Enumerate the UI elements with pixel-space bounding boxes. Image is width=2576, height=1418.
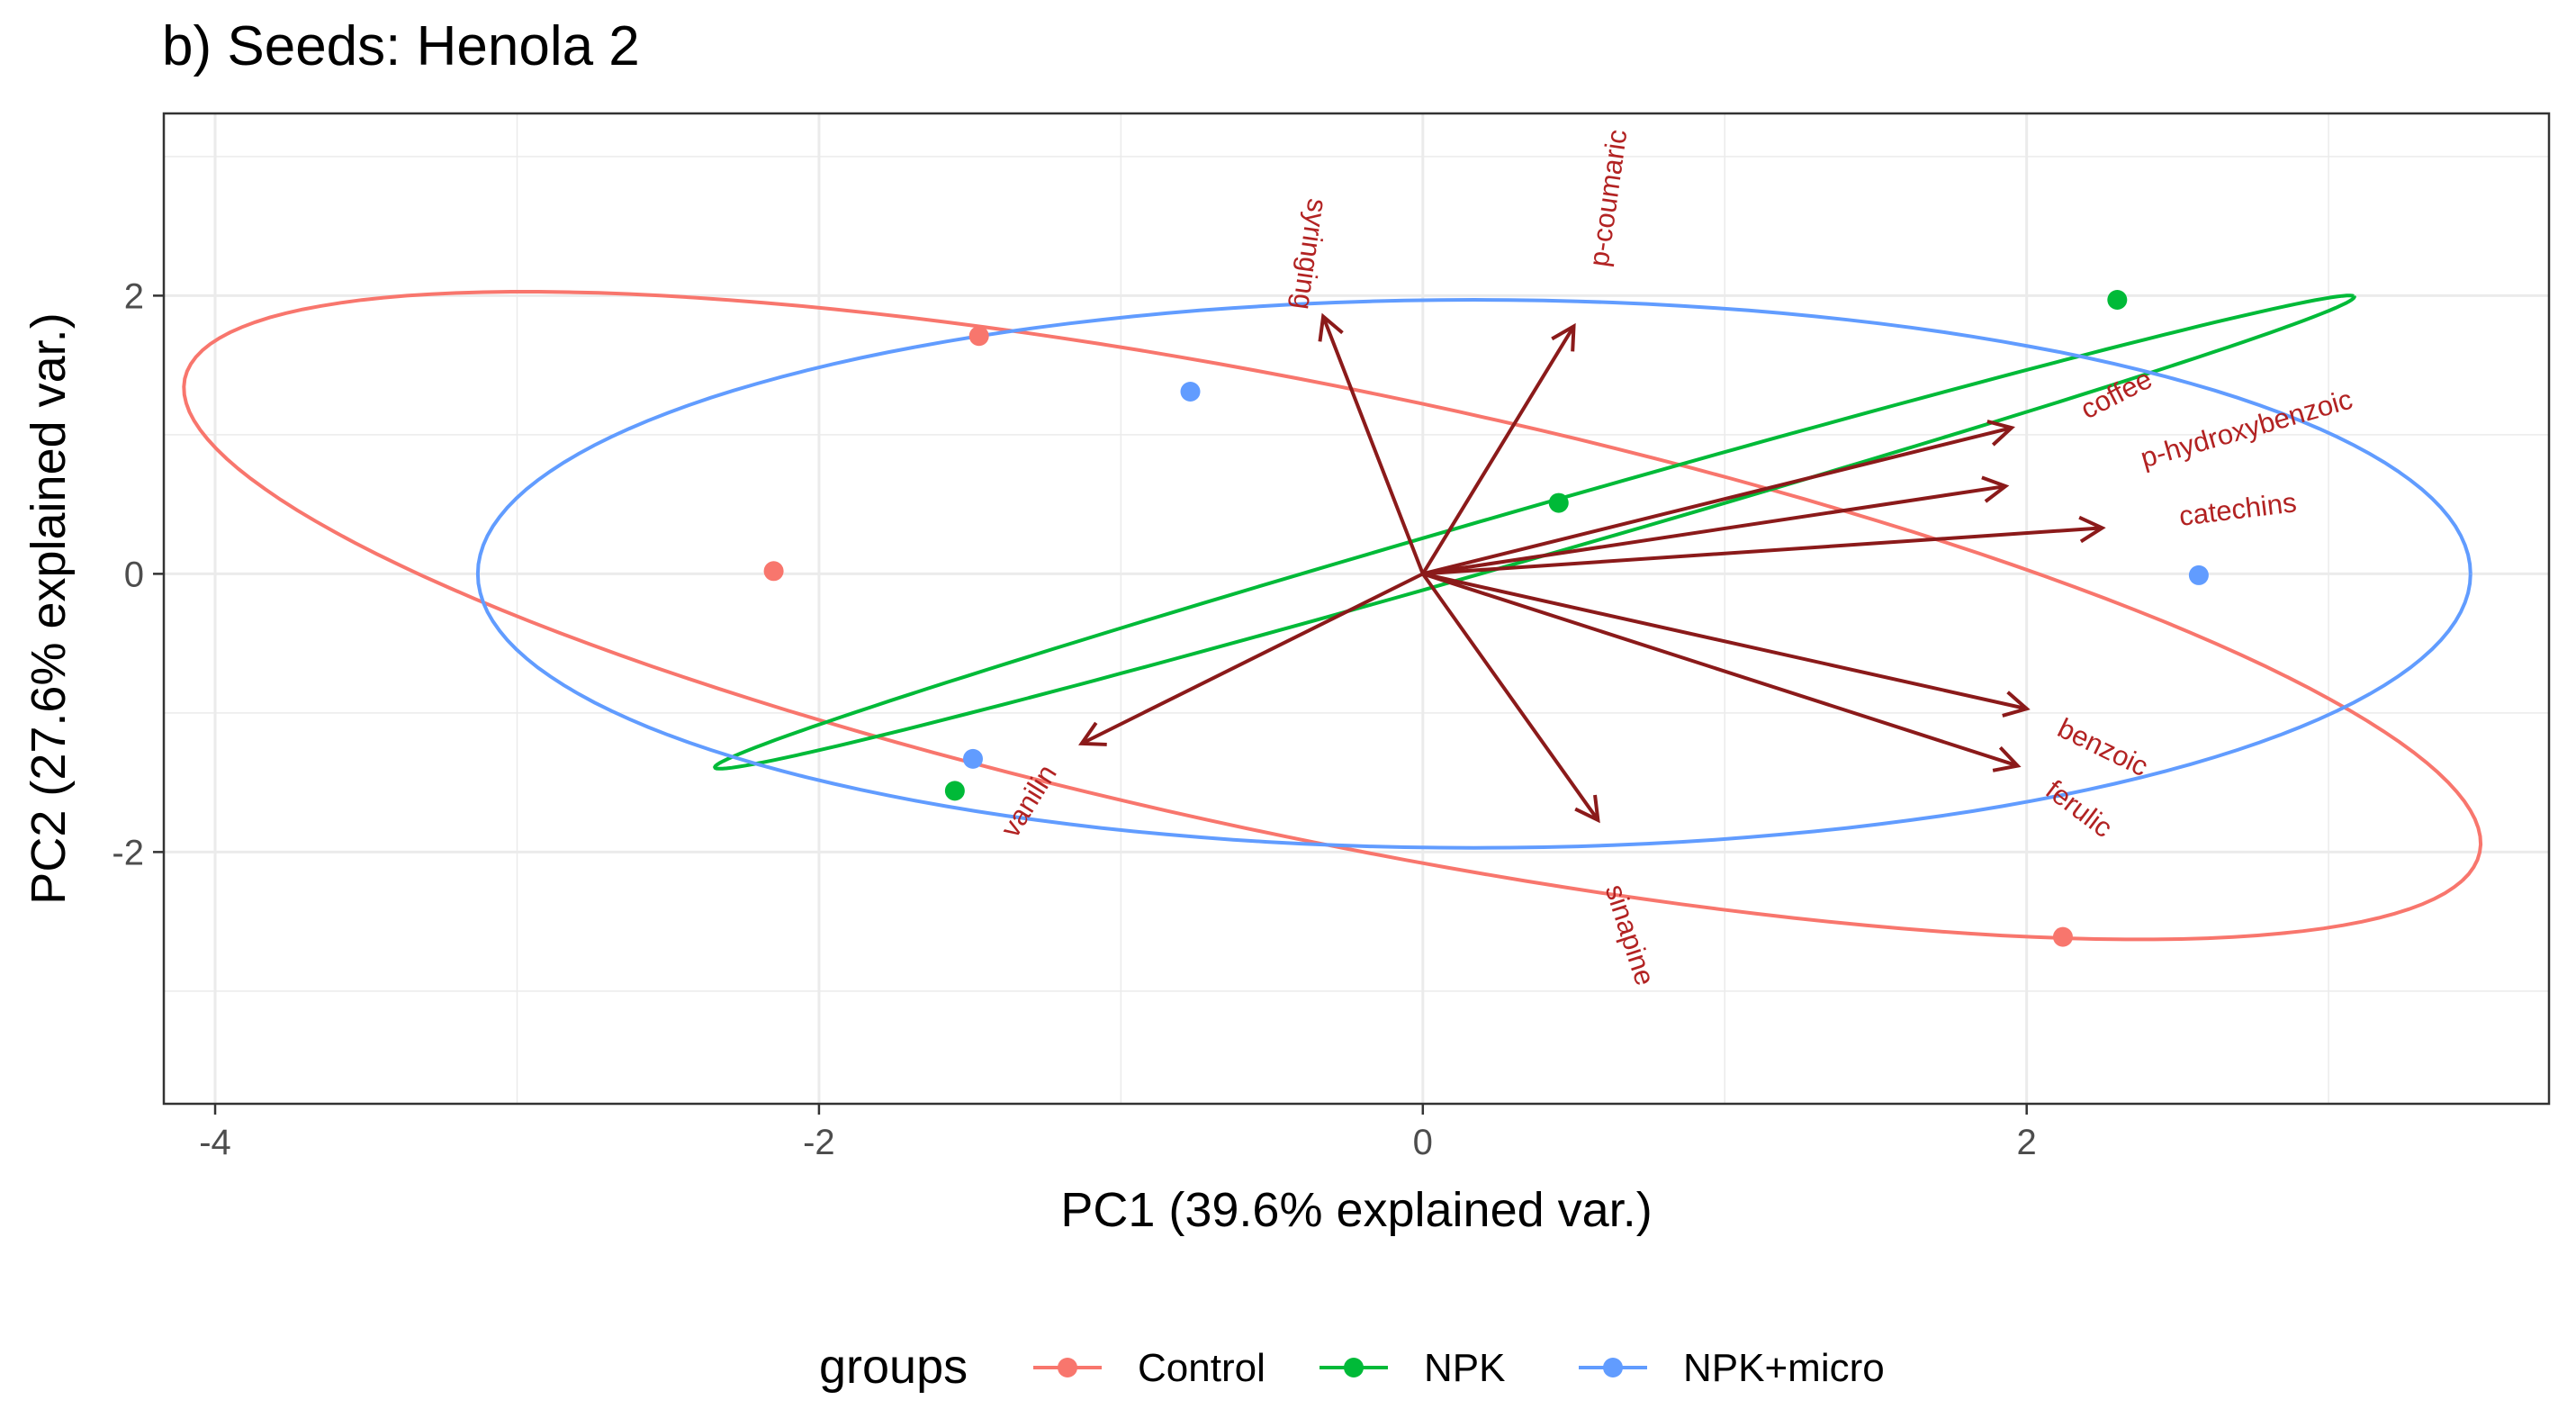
arrow-shaft (1421, 573, 1599, 821)
point-npk (1548, 492, 1569, 513)
panel-border (162, 112, 2551, 1106)
ellipse-npk (712, 294, 2357, 771)
loading-arrows (1078, 312, 2106, 824)
legend-label: NPK+micro (1683, 1346, 1885, 1390)
arrow-shaft (1321, 315, 1425, 575)
arrow-benzoic (1422, 572, 2031, 718)
arrow-head (1981, 475, 2010, 503)
arrow-shaft (1422, 426, 2013, 576)
arrow-head (1992, 745, 2022, 772)
grid-lines (164, 113, 2549, 1104)
point-control (763, 561, 784, 582)
arrow-syringing (1318, 312, 1425, 575)
x-tick-label: 0 (1413, 1123, 1433, 1162)
point-control (2052, 926, 2073, 947)
arrow-shaft (1422, 526, 2103, 576)
point-npk (944, 781, 965, 801)
arrow-sinapine (1421, 573, 1600, 824)
legend-title: groups (819, 1340, 968, 1394)
arrow-p-hydroxybenzoic (1422, 475, 2010, 576)
chart-title: b) Seeds: Henola 2 (162, 15, 640, 77)
x-tick-label: 2 (2017, 1123, 2037, 1162)
x-tick-label: -2 (803, 1123, 835, 1162)
legend: groups Control NPK NPK+micro (819, 1340, 1885, 1394)
loading-label-coffee: coffee (2076, 363, 2157, 425)
ellipse-npk-micro (475, 297, 2472, 850)
point-control (968, 326, 989, 347)
arrow-p-coumaric (1421, 322, 1576, 575)
loading-label-catechins: catechins (2177, 486, 2298, 532)
arrow-head (1078, 721, 1107, 746)
arrow-shaft (1422, 484, 2006, 576)
loading-label-sinapine: sinapine (1599, 881, 1662, 989)
arrow-head (1551, 322, 1576, 352)
ellipse-control (182, 290, 2483, 942)
legend-item-npk: NPK (1320, 1346, 1505, 1390)
arrow-head (2002, 691, 2031, 718)
x-axis-title: PC1 (39.6% explained var.) (1060, 1183, 1652, 1237)
arrow-coffee (1422, 420, 2015, 576)
point-npk-micro (962, 748, 983, 769)
arrow-head (1574, 794, 1600, 824)
y-tick-label: -2 (112, 833, 144, 872)
y-tick-label: 2 (124, 276, 144, 316)
arrow-catechins (1422, 515, 2106, 576)
y-axis-title: PC2 (27.6% explained var.) (22, 312, 76, 904)
legend-items: Control NPK NPK+micro (1033, 1346, 1885, 1390)
score-points (763, 290, 2209, 947)
legend-label: NPK (1424, 1346, 1505, 1390)
y-axis-ticks: -2 0 2 (112, 276, 164, 872)
arrow-ferulic (1422, 572, 2022, 772)
loading-label-p-coumaric: p-coumaric (1582, 128, 1633, 269)
arrow-shaft (1421, 325, 1576, 575)
legend-key-point (1058, 1358, 1077, 1377)
legend-item-npk-micro: NPK+micro (1579, 1346, 1885, 1390)
x-tick-label: -4 (199, 1123, 231, 1162)
point-npk (2107, 290, 2128, 311)
x-axis-ticks: -4 -2 0 2 (199, 1104, 2037, 1162)
point-npk-micro (1180, 381, 1201, 402)
loading-label-benzoic: benzoic (2053, 712, 2153, 782)
legend-key-point (1603, 1358, 1623, 1377)
arrow-vanilin (1078, 572, 1424, 746)
arrow-head (1318, 312, 1344, 342)
legend-key-point (1344, 1358, 1364, 1377)
confidence-ellipses (182, 290, 2483, 942)
arrow-shaft (1422, 572, 2028, 711)
legend-label: Control (1138, 1346, 1265, 1390)
arrow-head (1986, 420, 2015, 447)
arrow-head (2078, 515, 2106, 544)
y-tick-label: 0 (124, 555, 144, 594)
point-npk-micro (2188, 564, 2209, 585)
arrow-shaft (1422, 572, 2019, 768)
legend-item-control: Control (1033, 1346, 1265, 1390)
arrow-shaft (1080, 572, 1424, 745)
